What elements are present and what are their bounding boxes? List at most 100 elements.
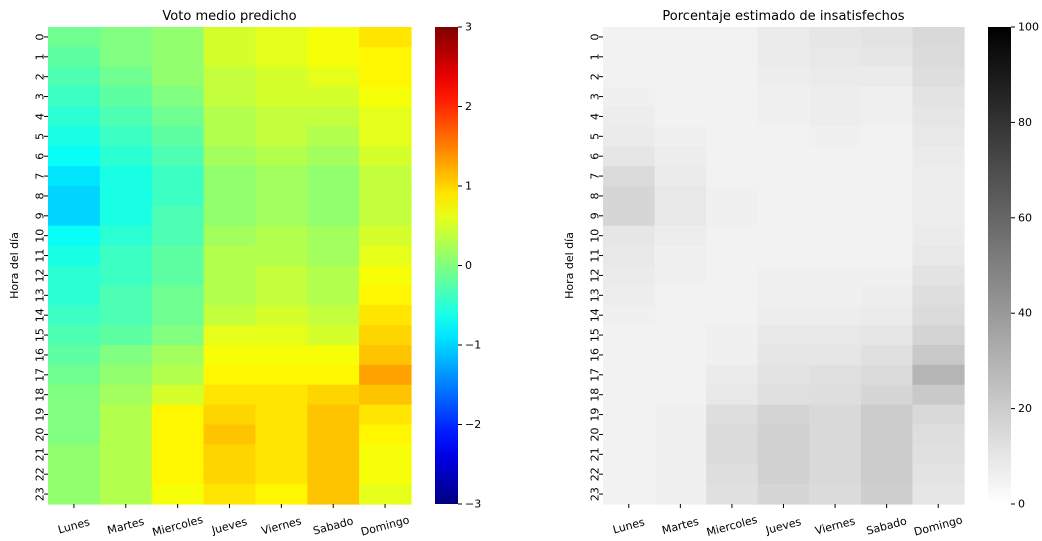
heatmap-cell bbox=[151, 404, 205, 426]
y-axis-label: Hora del día bbox=[8, 232, 21, 299]
heatmap-cell bbox=[757, 404, 810, 426]
heatmap-voto: Voto medio predicho012345678910111213141… bbox=[8, 9, 481, 539]
heatmap-cell bbox=[860, 464, 914, 485]
heatmap-cell bbox=[706, 225, 759, 247]
heatmap-cell bbox=[255, 66, 308, 88]
heatmap-cell bbox=[48, 66, 101, 88]
heatmap-cell bbox=[603, 484, 656, 505]
y-tick-label: 14 bbox=[589, 308, 602, 322]
heatmap-cell bbox=[603, 66, 656, 88]
heatmap-cell bbox=[203, 444, 257, 465]
heatmap-cell bbox=[654, 146, 707, 167]
y-tick-label: 2 bbox=[589, 73, 602, 80]
heatmap-cell bbox=[809, 404, 862, 426]
heatmap-cell bbox=[48, 444, 101, 465]
colorbar-tick-label: 60 bbox=[1018, 211, 1032, 224]
heatmap-cell bbox=[603, 126, 656, 147]
heatmap-cell bbox=[151, 345, 205, 366]
x-tick-label: Lunes bbox=[611, 515, 646, 536]
heatmap-cell bbox=[809, 444, 862, 465]
heatmap-cell bbox=[151, 126, 205, 147]
heatmap-cell bbox=[99, 46, 153, 68]
heatmap-cell bbox=[912, 186, 965, 207]
heatmap-cell bbox=[912, 146, 965, 167]
heatmap-cell bbox=[757, 166, 810, 187]
y-tick-label: 5 bbox=[34, 133, 47, 140]
heatmap-cell bbox=[757, 106, 810, 127]
heatmap-cell bbox=[151, 464, 205, 485]
heatmap-cell bbox=[654, 265, 707, 286]
heatmap-cell bbox=[151, 106, 205, 127]
heatmap-cell bbox=[307, 66, 360, 88]
heatmap-cell bbox=[48, 384, 101, 406]
heatmap-cell bbox=[255, 86, 308, 108]
heatmap-cell bbox=[359, 86, 412, 108]
heatmap-cell bbox=[307, 146, 360, 167]
heatmap-cell bbox=[603, 146, 656, 167]
heatmap-cell bbox=[706, 404, 759, 426]
heatmap-cell bbox=[860, 345, 914, 366]
colorbar-tick-label: 0 bbox=[465, 259, 472, 272]
heatmap-insatisfechos: Porcentaje estimado de insatisfechos0123… bbox=[563, 9, 1039, 539]
heatmap-cell bbox=[151, 305, 205, 326]
heatmap-cell bbox=[654, 46, 707, 68]
y-tick-label: 6 bbox=[34, 153, 47, 160]
heatmap-cell bbox=[307, 106, 360, 127]
heatmap-cell bbox=[809, 166, 862, 187]
y-tick-label: 4 bbox=[589, 113, 602, 120]
heatmap-cell bbox=[255, 364, 308, 386]
y-tick-label: 19 bbox=[589, 408, 602, 422]
heatmap-cell bbox=[809, 66, 862, 88]
heatmap-cell bbox=[860, 46, 914, 68]
heatmap-cell bbox=[151, 265, 205, 286]
y-tick-label: 13 bbox=[34, 288, 47, 302]
heatmap-cell bbox=[809, 46, 862, 68]
heatmap-cell bbox=[307, 404, 360, 426]
heatmap-cell bbox=[603, 444, 656, 465]
heatmap-cell bbox=[307, 325, 360, 346]
heatmap-cell bbox=[706, 27, 759, 48]
heatmap-cell bbox=[48, 146, 101, 167]
heatmap-cell bbox=[307, 86, 360, 108]
heatmap-cell bbox=[654, 464, 707, 485]
y-tick-label: 3 bbox=[589, 93, 602, 100]
heatmap-cell bbox=[912, 364, 965, 386]
heatmap-cell bbox=[603, 325, 656, 346]
heatmap-cell bbox=[860, 27, 914, 48]
heatmap-cell bbox=[255, 345, 308, 366]
heatmap-cell bbox=[654, 325, 707, 346]
heatmap-cell bbox=[151, 27, 205, 48]
heatmap-cell bbox=[603, 265, 656, 286]
heatmap-cell bbox=[255, 404, 308, 426]
heatmap-cell bbox=[203, 404, 257, 426]
heatmap-cell bbox=[99, 166, 153, 187]
heatmap-cell bbox=[603, 27, 656, 48]
heatmap-cell bbox=[359, 46, 412, 68]
heatmap-cell bbox=[151, 205, 205, 227]
heatmap-cell bbox=[307, 166, 360, 187]
heatmap-cell bbox=[603, 384, 656, 406]
heatmap-cell bbox=[255, 205, 308, 227]
heatmap-cell bbox=[757, 225, 810, 247]
heatmap-cell bbox=[654, 484, 707, 505]
heatmap-cell bbox=[860, 325, 914, 346]
heatmap-cell bbox=[255, 285, 308, 306]
heatmap-cell bbox=[912, 305, 965, 326]
heatmap-cell bbox=[203, 205, 257, 227]
heatmap-cell bbox=[860, 86, 914, 108]
heatmap-cell bbox=[359, 345, 412, 366]
heatmap-cell bbox=[912, 404, 965, 426]
heatmap-cell bbox=[99, 285, 153, 306]
heatmap-cell bbox=[757, 464, 810, 485]
y-tick-label: 11 bbox=[34, 249, 47, 263]
colorbar-tick-label: 1 bbox=[465, 180, 472, 193]
heatmap-cell bbox=[860, 265, 914, 286]
heatmap-cell bbox=[603, 464, 656, 485]
y-tick-label: 20 bbox=[34, 427, 47, 441]
heatmap-cell bbox=[603, 404, 656, 426]
heatmap-cell bbox=[48, 285, 101, 306]
y-tick-label: 13 bbox=[589, 288, 602, 302]
heatmap-cell bbox=[99, 86, 153, 108]
heatmap-cell bbox=[203, 225, 257, 247]
